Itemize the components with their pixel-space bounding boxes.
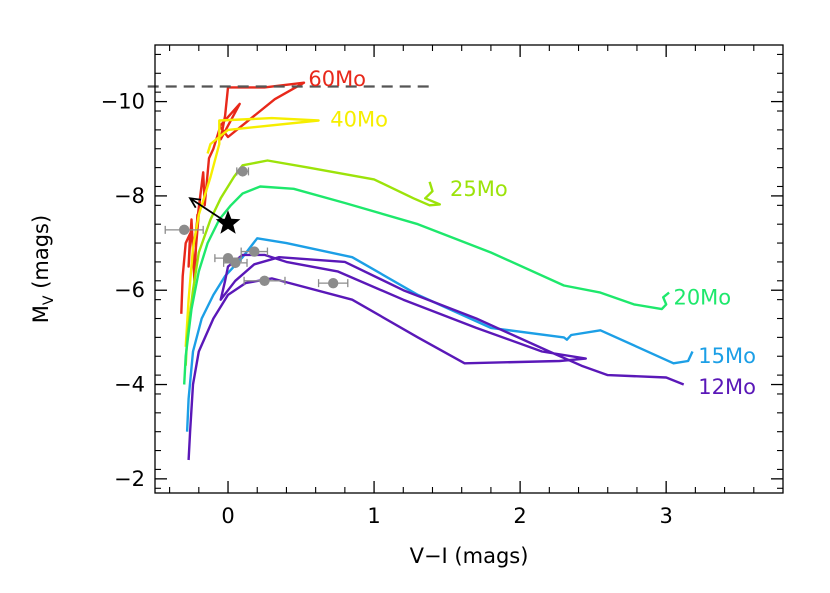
track-label-25mo: 25Mo: [450, 177, 508, 201]
y-axis-title-sub: V: [41, 295, 57, 305]
star-marker-group: [188, 197, 241, 234]
observation-point-5: [259, 275, 270, 286]
arrow-head: [188, 197, 202, 209]
track-labels: 60Mo 40Mo 25Mo 20Mo 15Mo 12Mo: [308, 67, 756, 399]
observations: [164, 166, 349, 289]
y-axis-title: MV (mags): [29, 215, 57, 323]
y-axis-title-main: M: [29, 305, 53, 323]
track-line-15mo: [185, 237, 694, 432]
observation-point-4: [249, 246, 260, 257]
plot-frame: [154, 44, 784, 494]
track-line-12mo: [187, 253, 685, 461]
observation-point-0: [179, 224, 190, 236]
x-tick-label-2: 2: [513, 504, 526, 528]
observation-point-3: [230, 257, 241, 269]
track-line-40mo: [184, 116, 320, 347]
y-tick-label-0: −2: [114, 467, 145, 491]
track-label-15mo: 15Mo: [698, 344, 756, 368]
x-tick-label-0: 0: [221, 504, 234, 528]
x-tick-label-1: 1: [367, 504, 380, 528]
track-label-12mo: 12Mo: [698, 375, 756, 399]
track-label-20mo: 20Mo: [673, 285, 731, 309]
x-axis-title: V−I (mags): [410, 544, 529, 568]
y-tick-label-4: −10: [101, 90, 145, 114]
x-tick-label-3: 3: [659, 504, 672, 528]
y-axis-title-suffix: (mags): [29, 215, 53, 296]
y-tick-label-2: −6: [114, 278, 145, 302]
observation-point-6: [327, 277, 339, 289]
track-line-20mo: [183, 185, 670, 385]
track-label-60mo: 60Mo: [308, 67, 366, 91]
track-label-40mo: 40Mo: [330, 108, 388, 132]
star-marker: [215, 210, 241, 234]
y-tick-label-1: −4: [114, 373, 145, 397]
track-lines: [180, 81, 694, 461]
y-tick-label-3: −8: [114, 184, 145, 208]
observation-point-1: [237, 166, 248, 177]
axes: 0 1 2 3 −2 −4 −6 −8 −10: [101, 45, 783, 528]
track-line-25mo: [184, 159, 441, 366]
